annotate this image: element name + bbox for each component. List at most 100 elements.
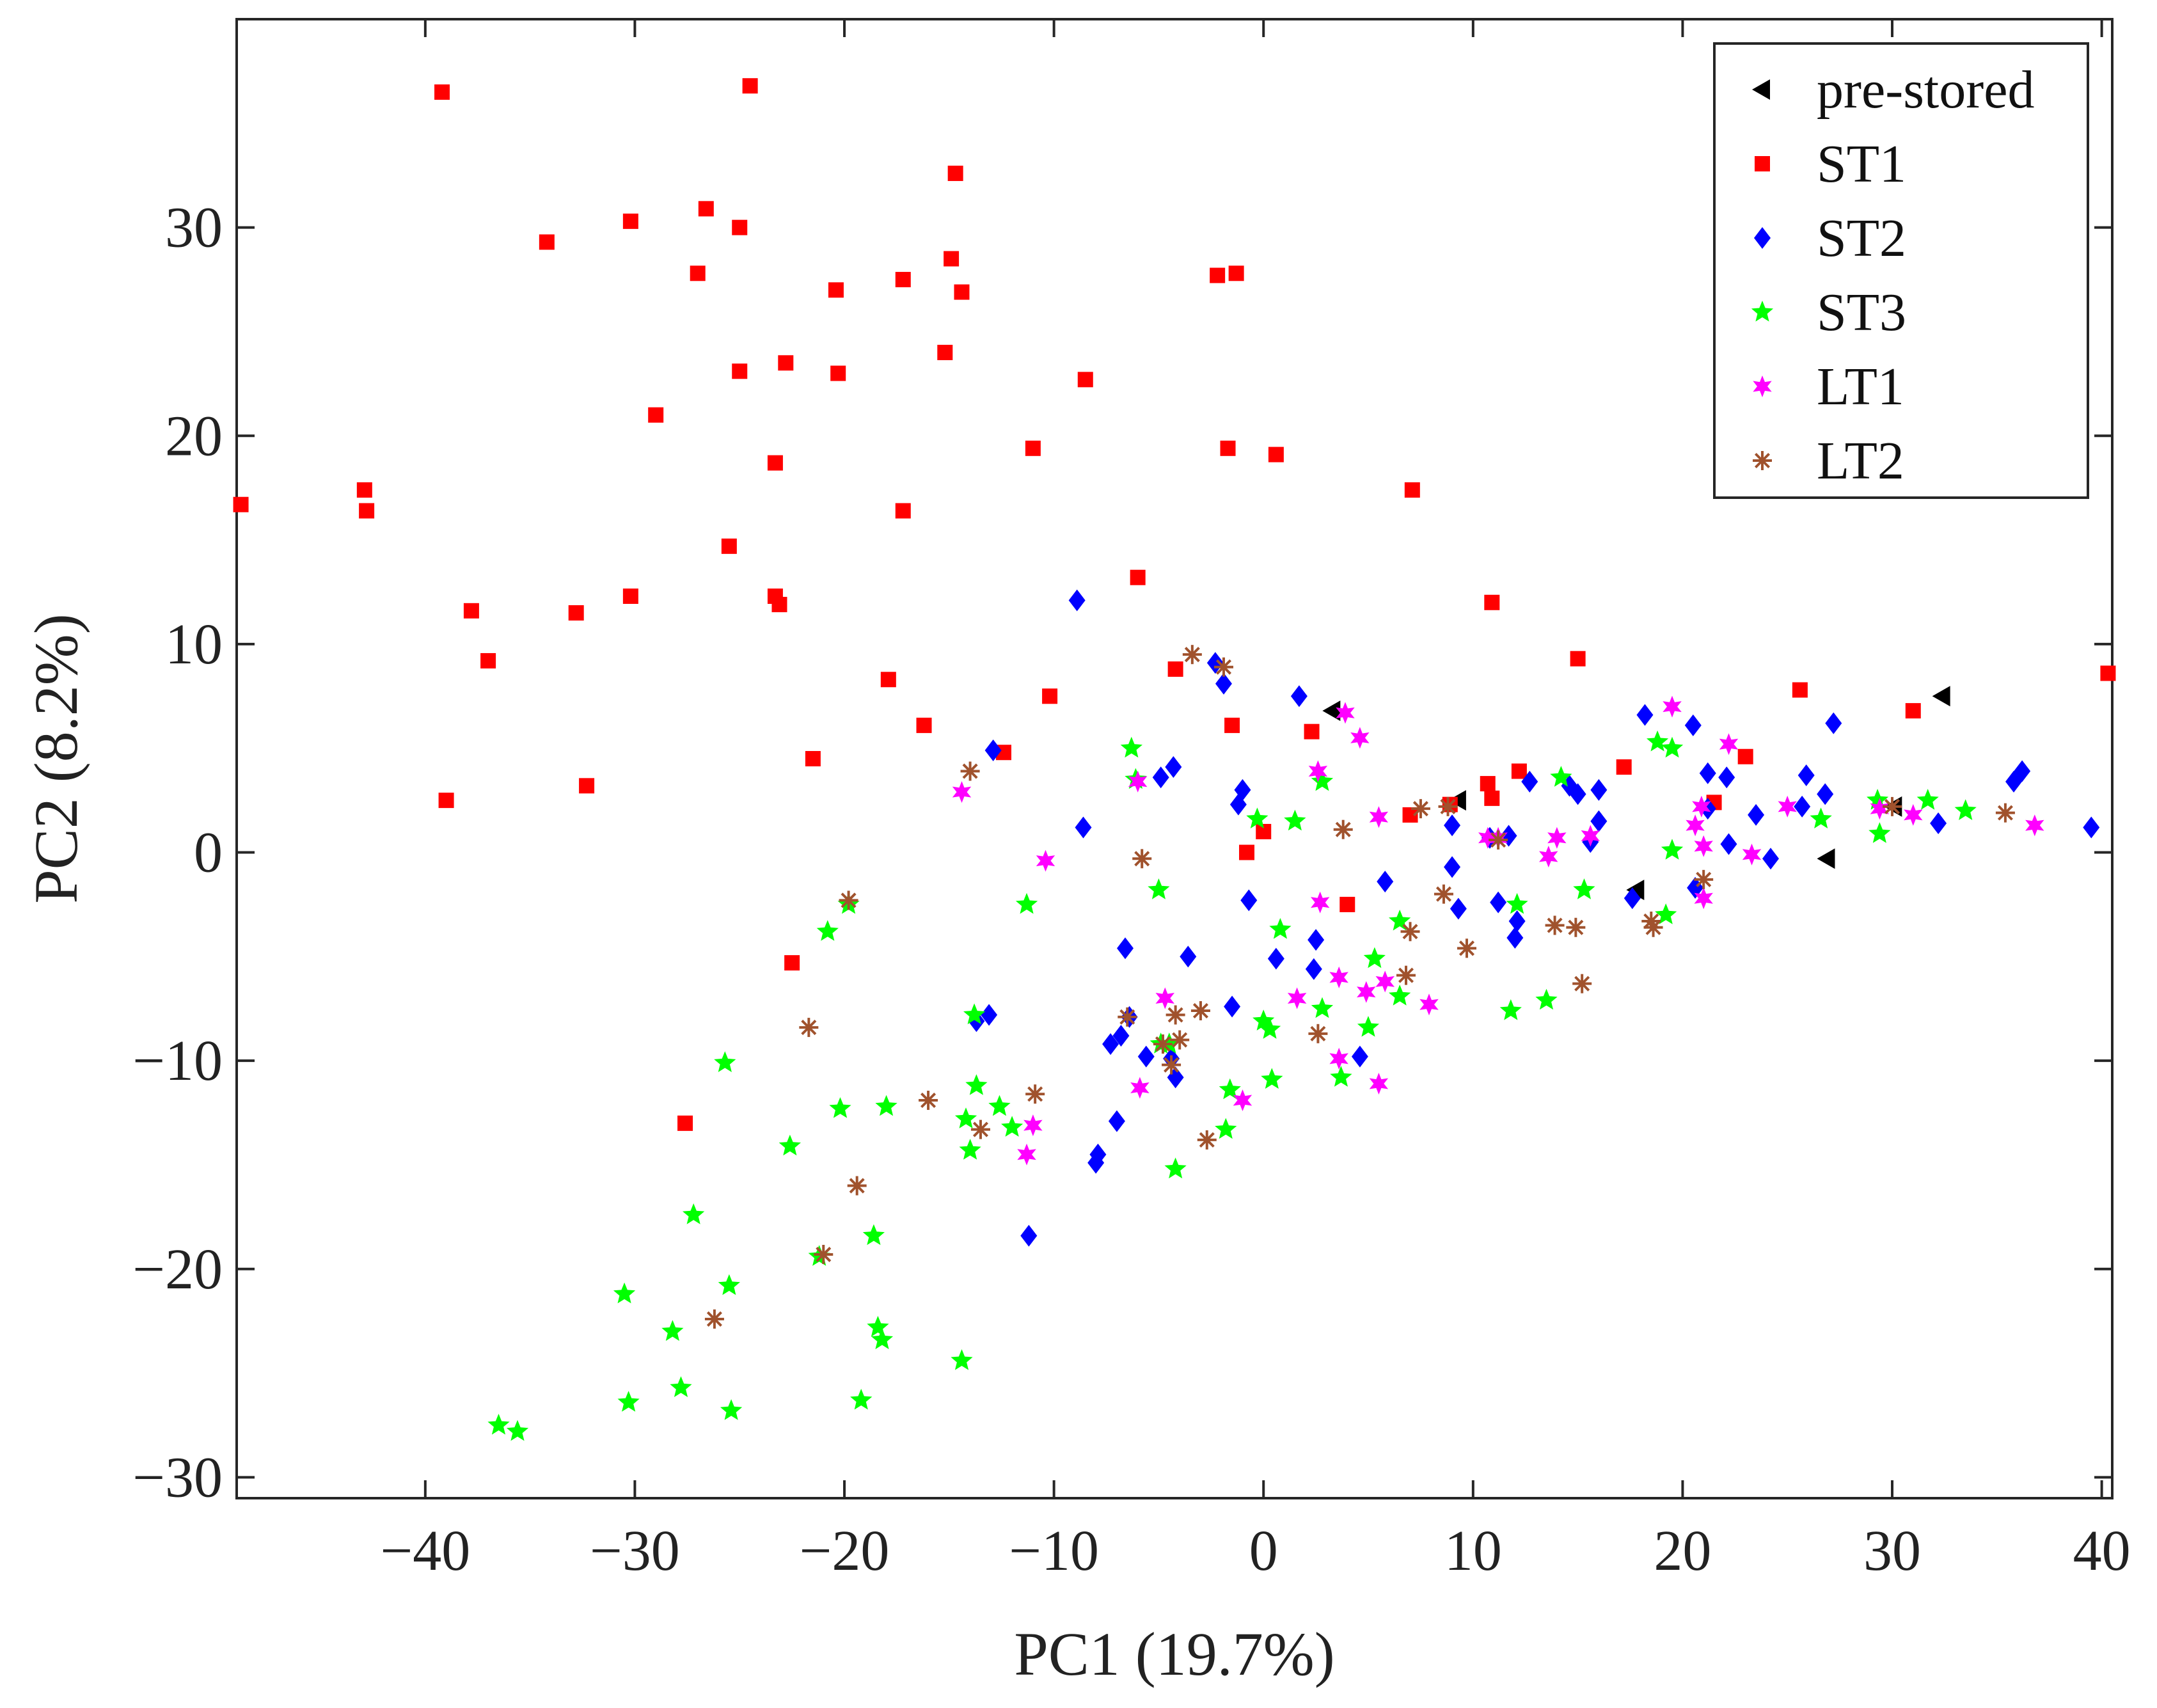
point-st2 <box>1794 795 1811 818</box>
point-st1 <box>463 603 479 619</box>
point-st2 <box>1762 848 1780 870</box>
x-tick-label: −40 <box>380 1519 470 1583</box>
point-st1 <box>1167 661 1183 677</box>
point-st1 <box>1905 703 1921 719</box>
axis-ticks: −40 −30 −20 −10 0 10 20 30 40 −30 −20 −10 0 10 20 30 <box>132 19 2131 1583</box>
point-lt1 <box>1686 814 1705 837</box>
x-tick-label: −20 <box>800 1519 890 1583</box>
legend-marker <box>1751 301 1774 322</box>
point-st3 <box>487 1414 510 1435</box>
point-st2 <box>2014 760 2031 782</box>
point-lt2 <box>1308 1024 1328 1043</box>
point-st3 <box>829 1097 851 1118</box>
point-lt2 <box>1333 819 1353 839</box>
point-st3 <box>954 1107 977 1128</box>
point-st1 <box>895 503 911 519</box>
point-lt1 <box>1350 727 1370 749</box>
point-st1 <box>947 165 963 181</box>
data-points <box>233 78 2116 1441</box>
point-lt1 <box>1369 806 1389 828</box>
point-st1 <box>778 355 794 371</box>
point-lt2 <box>1457 938 1476 958</box>
point-lt1 <box>1692 795 1711 818</box>
point-st1 <box>767 455 783 471</box>
point-st3 <box>1573 878 1595 899</box>
point-lt1 <box>2025 814 2044 837</box>
point-pre-stored <box>1626 880 1645 901</box>
legend-marker <box>1755 156 1770 171</box>
point-st3 <box>988 1095 1011 1116</box>
point-lt2 <box>1572 974 1592 993</box>
point-st1 <box>1404 482 1420 498</box>
point-st1 <box>579 778 595 794</box>
point-lt2 <box>814 1245 834 1265</box>
point-lt2 <box>1438 796 1458 816</box>
point-st2 <box>1305 958 1322 980</box>
point-st3 <box>778 1134 801 1156</box>
point-lt2 <box>1170 1030 1190 1050</box>
point-st3 <box>1550 766 1572 787</box>
legend-box <box>1713 42 2089 499</box>
point-st3 <box>617 1391 640 1412</box>
point-st3 <box>718 1274 740 1295</box>
point-st1 <box>1025 440 1041 456</box>
point-st3 <box>963 1003 986 1025</box>
point-st2 <box>1240 889 1258 912</box>
legend-item-pre-stored: pre-stored <box>1752 60 2035 120</box>
point-st2 <box>1377 871 1394 893</box>
point-st2 <box>1267 947 1284 970</box>
point-st1 <box>828 282 844 298</box>
y-tick-label: −30 <box>132 1446 223 1509</box>
point-st2 <box>1180 945 1197 968</box>
point-lt2 <box>919 1091 938 1111</box>
point-st3 <box>1261 1068 1283 1089</box>
point-lt2 <box>1197 1130 1217 1150</box>
point-st3 <box>670 1376 692 1397</box>
point-st1 <box>1268 447 1284 463</box>
point-st1 <box>895 272 911 288</box>
point-lt1 <box>1778 795 1797 818</box>
point-st1 <box>1220 440 1236 456</box>
point-st2 <box>1117 937 1134 960</box>
point-lt1 <box>1036 850 1055 872</box>
point-lt1 <box>1719 733 1739 755</box>
x-tick-label: 40 <box>2073 1519 2131 1583</box>
point-lt1 <box>1375 970 1395 993</box>
point-st1 <box>721 538 737 554</box>
point-st2 <box>1490 891 1507 913</box>
legend-label: ST2 <box>1817 209 1906 268</box>
point-lt1 <box>1904 803 1923 826</box>
point-st1 <box>677 1115 693 1131</box>
point-lt1 <box>1870 798 1890 820</box>
point-st2 <box>1506 927 1524 949</box>
point-lt2 <box>847 1176 867 1196</box>
point-st3 <box>862 1224 885 1245</box>
point-st3 <box>1916 789 1939 810</box>
legend-label: ST1 <box>1817 134 1906 194</box>
point-st1 <box>916 717 932 733</box>
x-tick-label: −10 <box>1009 1519 1099 1583</box>
point-lt1 <box>1663 695 1682 718</box>
point-lt2 <box>1165 1005 1185 1025</box>
point-st3 <box>1215 1118 1237 1139</box>
point-st2 <box>1521 770 1538 793</box>
point-st3 <box>1258 1018 1281 1039</box>
point-st3 <box>965 1074 988 1095</box>
point-st3 <box>1164 1157 1187 1179</box>
point-st2 <box>1450 897 1467 920</box>
point-lt2 <box>1643 917 1663 937</box>
point-lt1 <box>1694 835 1713 857</box>
y-tick-label: 30 <box>165 196 223 260</box>
point-st3 <box>816 920 839 941</box>
x-tick-label: 0 <box>1249 1519 1278 1583</box>
point-lt2 <box>970 1119 990 1139</box>
point-lt1 <box>1547 826 1567 849</box>
point-st1 <box>539 234 555 250</box>
point-lt2 <box>1213 657 1233 677</box>
point-st3 <box>1655 903 1677 924</box>
point-st3 <box>683 1203 705 1224</box>
y-tick-label: −10 <box>132 1029 223 1093</box>
point-lt2 <box>1489 830 1508 850</box>
legend-item-st2: ST2 <box>1754 209 1906 268</box>
point-st1 <box>359 503 375 519</box>
